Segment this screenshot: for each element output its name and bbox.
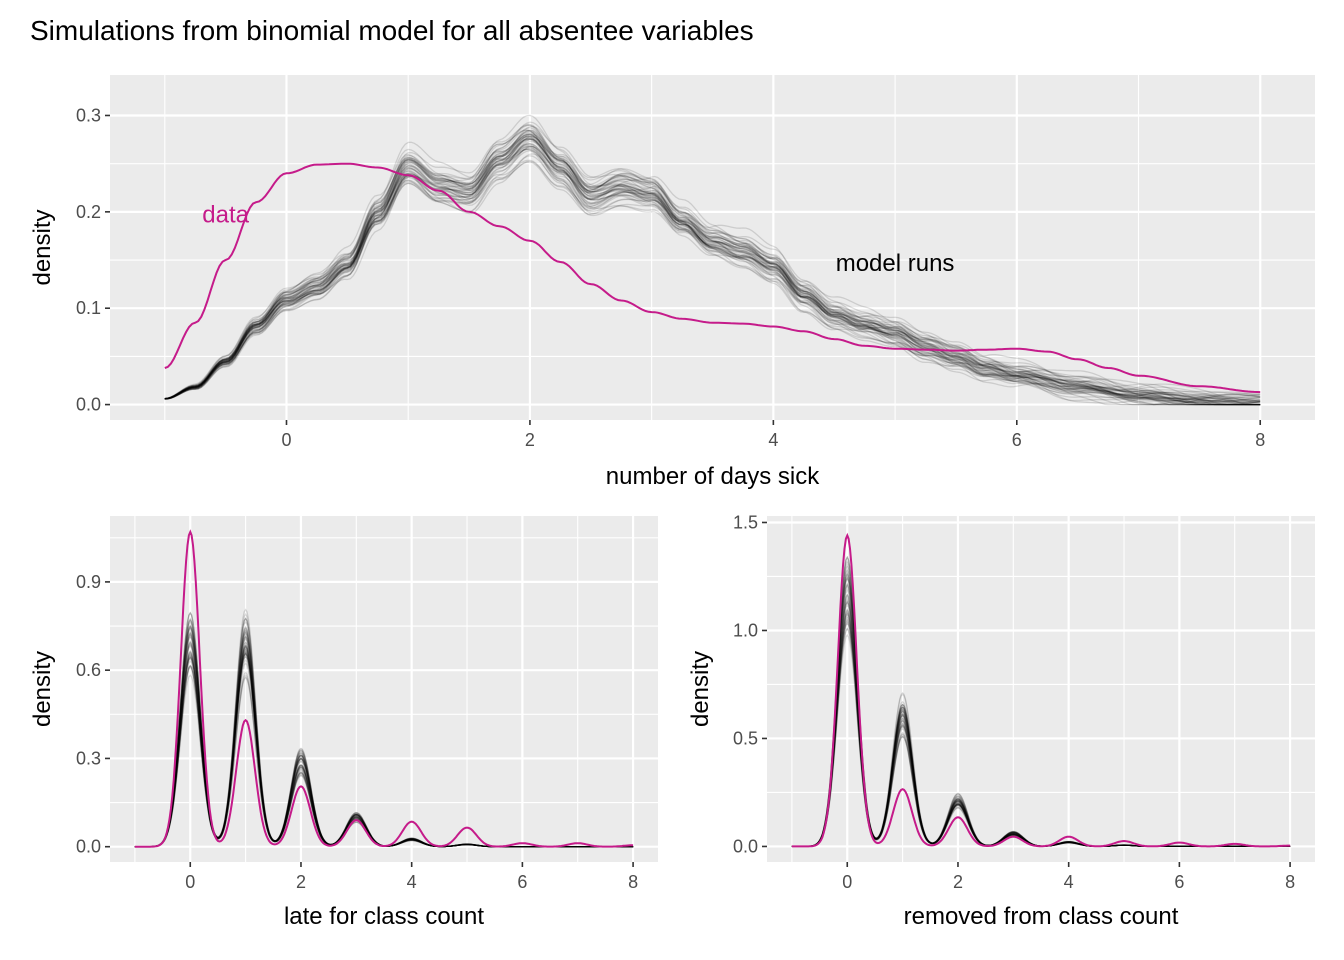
y-tick-label: 0.0 [76, 837, 101, 857]
x-tick-label: 8 [1255, 430, 1265, 450]
x-tick-label: 4 [1064, 872, 1074, 892]
model-run-line [164, 155, 1261, 406]
model-run-line [164, 145, 1261, 406]
curves [164, 114, 1261, 406]
x-tick-label: 2 [296, 872, 306, 892]
x-tick-label: 2 [525, 430, 535, 450]
curves [791, 532, 1291, 848]
model-run-line [164, 132, 1261, 403]
model-run-line [164, 129, 1261, 406]
model-run-line [164, 131, 1261, 406]
curves [134, 529, 634, 848]
x-tick-label: 2 [953, 872, 963, 892]
y-tick-label: 0.2 [76, 202, 101, 222]
panel-late-for-class: 0 2 4 6 8 0.0 0.3 0.6 0.9 late for class count den… [29, 516, 658, 930]
x-tick-label: 6 [1012, 430, 1022, 450]
model-run-line [164, 137, 1261, 403]
model-run-line [164, 121, 1261, 405]
model-run-line [164, 127, 1261, 404]
model-run-line [164, 133, 1261, 406]
x-axis-title: number of days sick [606, 463, 820, 490]
model-run-line [164, 145, 1261, 403]
model-run-line [164, 123, 1261, 406]
y-tick-label: 0.3 [76, 105, 101, 125]
model-run-line [164, 136, 1261, 400]
data-annotation: data [202, 202, 249, 229]
model-run-line [164, 138, 1261, 404]
model-run-line [164, 133, 1261, 406]
model-run-line [164, 146, 1261, 406]
x-axis-title: late for class count [284, 903, 484, 930]
model-run-line [164, 135, 1261, 405]
x-tick-label: 8 [1285, 872, 1295, 892]
model-run-line [164, 159, 1261, 406]
x-tick-label: 0 [185, 872, 195, 892]
chart-title: Simulations from binomial model for all … [30, 15, 754, 46]
model-run-line [164, 135, 1261, 406]
model-run-line [164, 140, 1261, 402]
model-run-line [164, 142, 1261, 404]
x-tick-label: 8 [628, 872, 638, 892]
y-tick-label: 0.9 [76, 572, 101, 592]
y-axis-title: density [687, 651, 714, 727]
model-run-line [164, 130, 1261, 406]
y-axis-title: density [29, 209, 56, 285]
model-run-line [164, 138, 1261, 404]
x-tick-label: 6 [517, 872, 527, 892]
y-tick-label: 1.5 [733, 512, 758, 532]
model-run-line [164, 148, 1261, 406]
y-tick-label: 0.1 [76, 298, 101, 318]
x-tick-label: 4 [407, 872, 417, 892]
model-run-line [164, 160, 1261, 406]
model-run-line [164, 161, 1261, 406]
model-run-line [164, 129, 1261, 406]
x-axis-title: removed from class count [904, 903, 1179, 930]
data-line [164, 162, 1261, 394]
panel-days-sick: 0 2 4 6 8 0.0 0.1 0.2 0.3 number of days sick dens… [29, 75, 1315, 490]
x-tick-label: 0 [842, 872, 852, 892]
model-run-line [164, 153, 1261, 406]
model-run-line [164, 136, 1261, 406]
model-run-line [164, 133, 1261, 406]
panel-background [110, 75, 1315, 420]
x-tick-label: 0 [281, 430, 291, 450]
y-tick-label: 0.0 [76, 395, 101, 415]
model-run-line [164, 133, 1261, 400]
y-axis-title: density [29, 651, 56, 727]
y-tick-label: 0.5 [733, 728, 758, 748]
model-run-line [164, 143, 1261, 403]
data-line [134, 529, 634, 848]
data-line [791, 532, 1291, 848]
model-run-line [164, 148, 1261, 406]
model-run-line [164, 145, 1261, 406]
model-run-line [164, 124, 1261, 406]
panel-removed-from-class: 0 2 4 6 8 0.0 0.5 1.0 1.5 removed from class coun… [687, 512, 1315, 930]
model-run-line [164, 138, 1261, 406]
y-tick-label: 0.6 [76, 660, 101, 680]
model-run-line [164, 150, 1261, 402]
model-run-line [164, 129, 1261, 406]
x-tick-label: 6 [1174, 872, 1184, 892]
model-run-line [164, 125, 1261, 400]
y-tick-label: 0.0 [733, 836, 758, 856]
panel-background [110, 516, 658, 862]
model-runs-annotation: model runs [836, 250, 955, 277]
model-run-line [164, 124, 1261, 406]
model-run-line [164, 129, 1261, 402]
model-run-line [164, 114, 1261, 406]
model-run-line [164, 138, 1261, 405]
x-tick-label: 4 [768, 430, 778, 450]
model-run-line [164, 134, 1261, 403]
y-tick-label: 1.0 [733, 620, 758, 640]
model-run-line [164, 137, 1261, 406]
model-run-line [164, 137, 1261, 406]
model-run-line [164, 148, 1261, 406]
model-run-line [164, 147, 1261, 406]
model-run-line [164, 136, 1261, 406]
y-tick-label: 0.3 [76, 748, 101, 768]
model-run-line [164, 143, 1261, 406]
model-run-line [164, 145, 1261, 402]
